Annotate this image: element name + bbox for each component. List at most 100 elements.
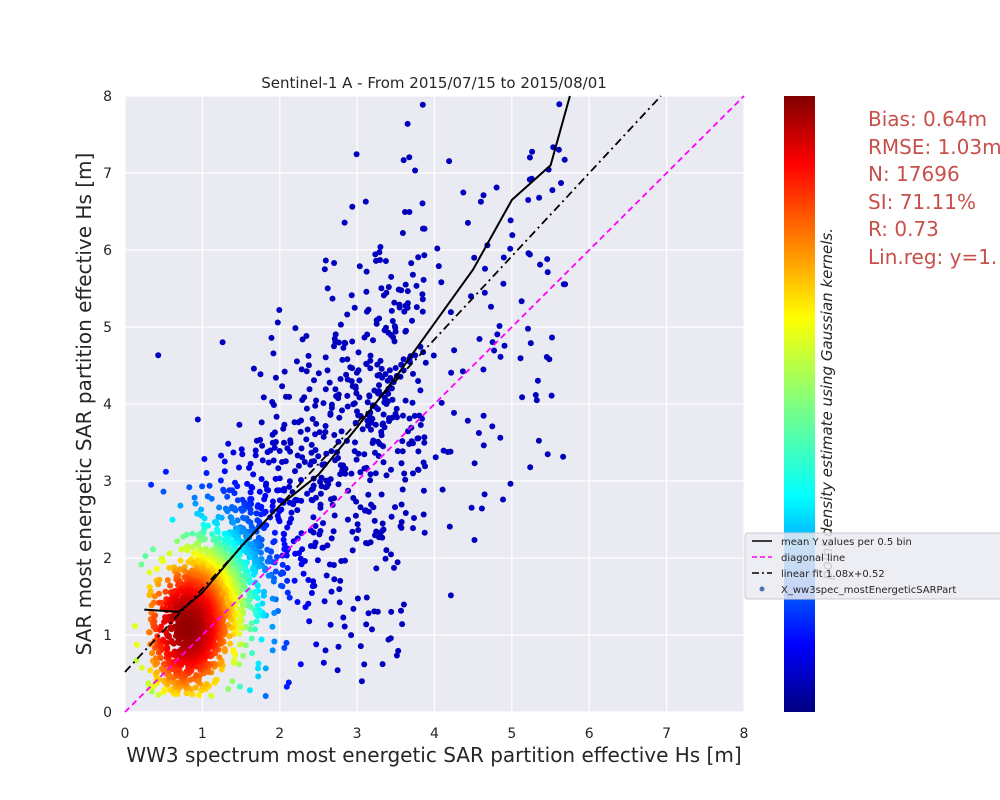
data-point: [208, 495, 215, 502]
data-point: [356, 263, 363, 270]
data-point: [279, 383, 286, 390]
data-point: [447, 592, 454, 599]
data-point: [247, 509, 254, 516]
data-point: [267, 514, 274, 521]
data-point: [419, 296, 426, 303]
data-point: [420, 459, 427, 466]
data-point: [284, 565, 291, 571]
data-point: [471, 460, 478, 467]
data-point: [432, 454, 439, 461]
data-point: [353, 390, 360, 397]
legend-label-points: X_ww3spec_mostEnergeticSARPart: [781, 585, 956, 596]
data-point: [341, 219, 348, 226]
data-point: [351, 304, 358, 311]
data-point: [271, 610, 278, 616]
data-point: [288, 509, 295, 516]
data-point: [254, 517, 261, 524]
data-point: [299, 336, 306, 343]
data-point: [415, 254, 422, 261]
data-point: [270, 539, 277, 546]
data-point: [371, 387, 378, 394]
data-point: [269, 595, 276, 602]
data-point: [279, 561, 286, 568]
data-point: [146, 629, 153, 636]
data-point: [412, 167, 419, 174]
data-point: [195, 553, 202, 560]
data-point: [537, 261, 544, 268]
data-point: [406, 154, 413, 161]
data-point: [284, 589, 291, 596]
data-point: [189, 530, 196, 537]
data-point: [303, 368, 310, 375]
data-point: [221, 458, 228, 465]
data-point: [416, 412, 423, 419]
data-point: [417, 422, 424, 428]
data-point: [389, 318, 396, 324]
data-point: [494, 331, 501, 338]
data-point: [162, 468, 169, 475]
data-point: [481, 491, 488, 498]
data-point: [384, 377, 391, 384]
data-point: [256, 488, 263, 495]
data-point: [460, 189, 467, 196]
data-point: [459, 368, 466, 375]
data-point: [417, 387, 424, 394]
data-point: [298, 561, 305, 568]
data-point: [409, 271, 416, 278]
data-point: [259, 442, 266, 449]
data-point: [284, 524, 291, 531]
data-point: [237, 683, 243, 690]
data-point: [309, 583, 316, 590]
data-point: [394, 414, 400, 421]
data-point: [322, 257, 329, 264]
data-point: [380, 411, 387, 418]
data-point: [261, 525, 267, 532]
data-point: [338, 558, 345, 564]
data-point: [365, 610, 372, 617]
data-point: [161, 686, 168, 693]
data-point: [419, 308, 426, 315]
data-point: [507, 480, 514, 487]
data-point: [349, 203, 356, 210]
data-point: [276, 518, 283, 525]
data-point: [280, 425, 287, 432]
data-point: [391, 299, 398, 306]
data-point: [231, 657, 238, 663]
series-lines: [124, 95, 745, 713]
data-point: [383, 547, 390, 554]
data-point: [517, 355, 524, 362]
data-point: [208, 692, 215, 699]
data-point: [451, 409, 457, 416]
data-point: [151, 618, 158, 625]
data-point: [340, 614, 347, 621]
data-point: [331, 512, 338, 519]
data-point: [529, 148, 536, 155]
data-point: [300, 570, 307, 577]
data-point: [446, 523, 453, 530]
data-point: [363, 361, 370, 368]
data-point: [281, 541, 288, 548]
y-tick-label: 0: [103, 705, 112, 721]
data-point: [372, 421, 379, 428]
data-point: [150, 546, 157, 553]
data-point: [382, 555, 389, 562]
data-point: [388, 608, 395, 615]
data-point: [310, 514, 317, 521]
data-point: [250, 471, 257, 478]
data-point: [544, 269, 551, 276]
x-tick-label: 1: [198, 726, 207, 742]
data-point: [378, 365, 385, 372]
data-point: [402, 281, 409, 288]
data-point: [548, 392, 555, 399]
data-point: [491, 347, 498, 354]
data-point: [497, 434, 504, 441]
data-point: [518, 298, 525, 305]
data-point: [269, 647, 276, 654]
data-point: [350, 495, 357, 501]
data-point: [292, 468, 298, 475]
data-point: [534, 377, 541, 384]
data-point: [153, 565, 160, 572]
stat-n: N: 17696: [868, 162, 960, 186]
data-point: [419, 101, 426, 108]
data-point: [247, 626, 254, 633]
